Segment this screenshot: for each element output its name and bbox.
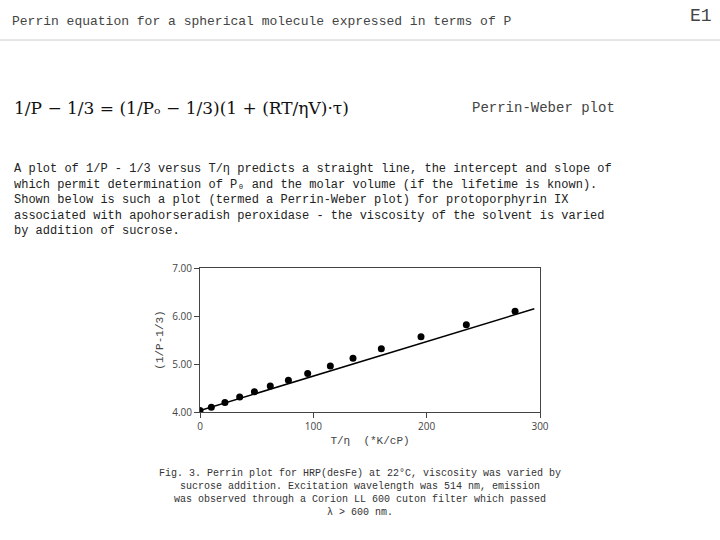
svg-text:Perrin-​Weber plot: Perrin-​Weber plot [472,100,615,116]
svg-text:T/η (*K/cP): T/η (*K/cP) [330,435,409,447]
svg-text:A plot of 1/​P - 1/3 versus T/: A plot of 1/​P - 1/3 versus T/η predicts… [14,162,612,238]
svg-text:Perrin equation for a spherica: Perrin equation for a spherical molecule… [12,14,511,29]
svg-text:E1: E1 [690,6,712,26]
svg-text:7.00: 7.00 [172,261,192,275]
svg-text:4.00: 4.00 [172,405,192,419]
svg-text:5.00: 5.00 [172,357,192,371]
svg-text:300: 300 [531,419,548,433]
svg-text:0: 0 [197,419,203,433]
svg-text:1/P − 1/3 = (1/Pₒ − 1/3)(1 + (: 1/P − 1/3 = (1/Pₒ − 1/3)(1 + (RT/ηV)·τ) [14,98,349,118]
svg-text:200: 200 [418,419,435,433]
svg-text:100: 100 [305,419,322,433]
svg-text:Fig. 3. Perrin plot for HRP(de: Fig. 3. Perrin plot for HRP(desFe) at 22… [159,468,561,518]
svg-text:(1/P-1/3): (1/P-1/3) [154,310,166,369]
svg-text:6.00: 6.00 [172,309,192,323]
